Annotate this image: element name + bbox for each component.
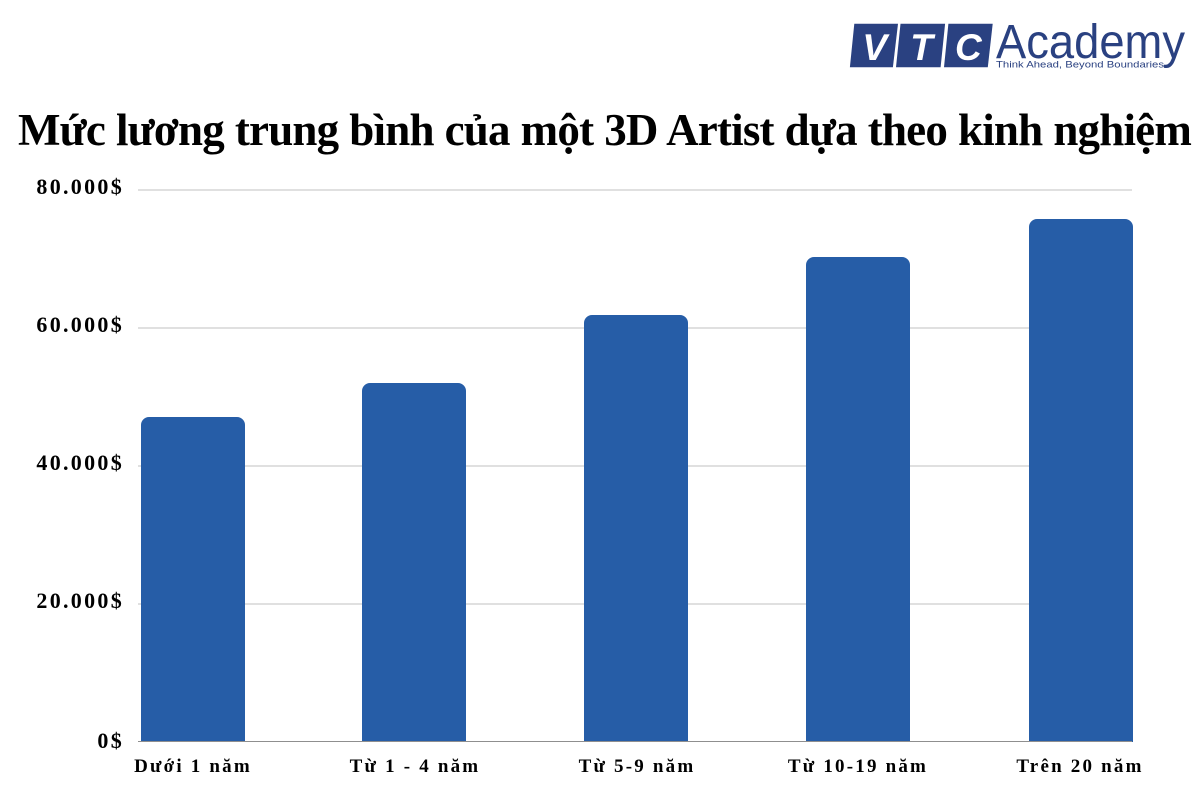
svg-text:T: T (910, 27, 936, 68)
svg-text:Think Ahead, Beyond Boundaries: Think Ahead, Beyond Boundaries (996, 60, 1164, 71)
svg-text:Academy: Academy (996, 16, 1185, 69)
svg-text:C: C (955, 27, 983, 68)
svg-text:V: V (862, 27, 890, 68)
